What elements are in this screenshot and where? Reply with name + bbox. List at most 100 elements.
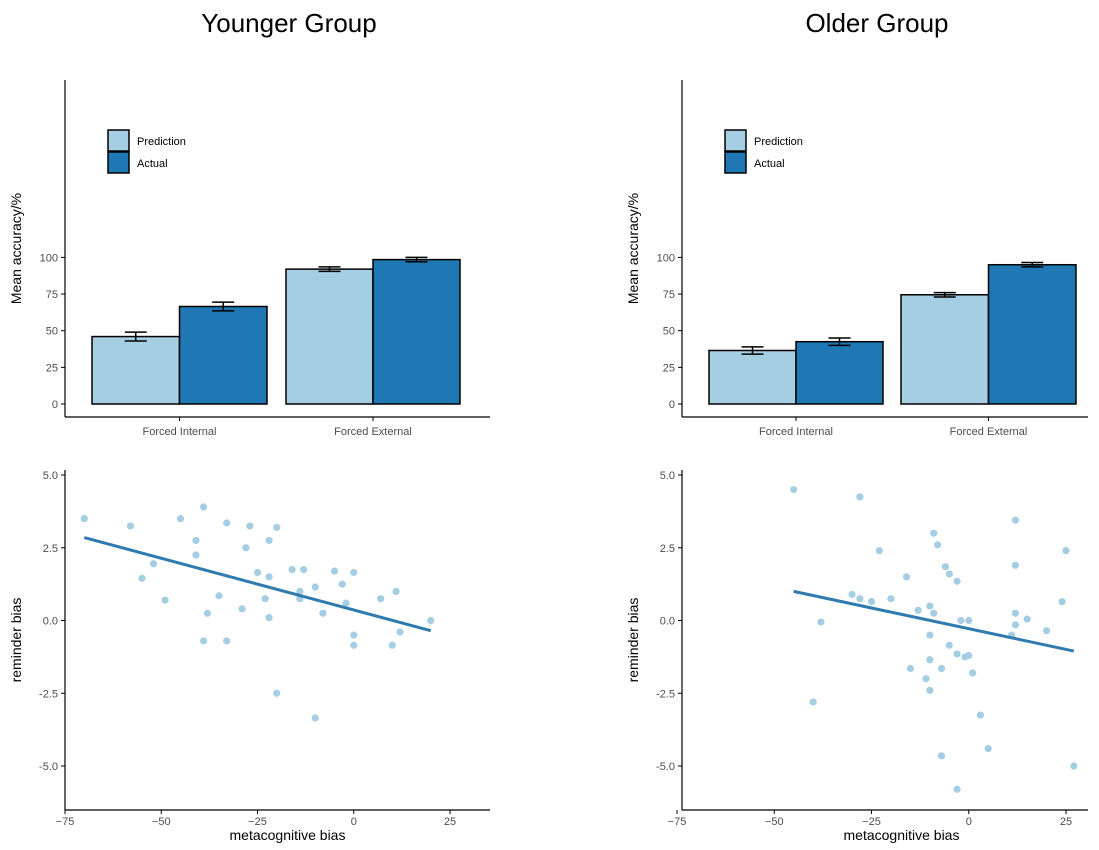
y-tick-label: 50 [46,326,58,338]
y-tick-label: 2.5 [660,543,675,555]
data-point [926,631,934,639]
data-point [296,587,304,596]
legend-label-prediction: Prediction [754,136,803,148]
regression-line [83,536,432,633]
x-tick-label: −50 [152,816,171,828]
y-tick-label: -5.0 [656,761,675,773]
data-point [161,596,169,604]
data-point [388,641,396,649]
data-point [311,714,319,722]
y-tick-label: -2.5 [39,688,58,700]
data-point [1023,615,1031,623]
data-point [200,637,208,645]
data-point [223,637,231,645]
y-tick-label: 75 [663,289,675,301]
y-tick-label: -2.5 [656,688,675,700]
x-tick-label: 25 [1060,816,1072,828]
bar-prediction [91,335,181,405]
legend-swatch-actual [724,151,747,174]
data-point [392,587,400,596]
data-point [809,698,817,706]
y-tick-label: 5.0 [660,470,675,482]
x-tick-label: 25 [444,816,456,828]
data-point [1011,516,1020,524]
data-point [930,609,938,617]
data-point [969,669,977,677]
data-point [350,568,358,577]
data-point [937,752,946,760]
data-point [856,595,864,603]
data-point [350,631,358,639]
data-point [1011,609,1020,617]
data-point [176,515,185,523]
data-point [149,560,158,568]
data-point [914,606,922,614]
bar-prediction [285,268,374,405]
data-point [965,651,973,660]
older-bar-chart: 0 25 50 75 100 Mean accuracy/% Forced Internal… [625,80,1088,438]
data-point [273,523,281,531]
data-point [887,595,895,603]
data-point [926,602,934,610]
title-older-group: Older Group [805,8,948,38]
legend-swatch-actual [107,151,130,174]
data-point [138,574,146,582]
younger-bar-chart: 0 25 50 75 100 Mean accuracy/% Forced Internal… [8,80,490,438]
data-point [377,595,385,603]
data-point [396,628,404,636]
bar-actual [795,340,884,405]
data-point [300,565,308,574]
data-point [953,577,961,585]
data-point [930,529,938,537]
older-scatter-plot: -5.0 -2.5 0.0 2.5 5.0 −75 −50 −25 0 25 reminder bi… [625,470,1088,843]
data-point [906,664,915,673]
bar-actual [372,258,461,405]
data-point [945,570,953,578]
data-point [253,568,262,577]
data-point [192,536,200,545]
y-tick-label: 100 [657,252,675,264]
data-point [922,675,930,683]
data-point [1011,561,1020,569]
data-point [790,485,798,494]
legend-label-actual: Actual [754,158,785,170]
x-tick-label: −75 [56,816,75,828]
legend-swatch-prediction [724,129,747,152]
x-category-label: Forced Internal [143,426,217,438]
x-tick-label: 0 [966,816,972,828]
data-point [856,493,864,501]
y-tick-label: 5.0 [43,470,58,482]
x-axis-label: metacognitive bias [844,827,960,843]
data-point [965,616,973,625]
data-point [1011,621,1020,629]
data-point [1042,627,1051,635]
younger-scatter-plot: -5.0 -2.5 0.0 2.5 5.0 −75 −50 −25 0 25 reminder bi… [8,470,490,843]
x-tick-label: −75 [668,816,687,828]
data-point [265,573,273,581]
y-tick-label: 100 [40,252,58,264]
y-tick-label: -5.0 [39,761,58,773]
data-point [867,597,876,606]
data-point [80,515,88,523]
data-point [926,686,934,694]
y-tick-label: 0 [669,399,675,411]
y-tick-label: 75 [46,289,58,301]
x-tick-label: −25 [862,816,881,828]
data-point [200,503,208,511]
legend-swatch-prediction [107,129,130,152]
bar-prediction [900,294,990,405]
data-point [1070,762,1078,770]
data-point [427,616,435,625]
y-tick-label: 50 [663,326,675,338]
data-point [192,551,200,559]
data-point [941,563,950,571]
data-point [126,522,135,530]
data-point [215,592,223,600]
data-point [330,567,339,575]
title-younger-group: Younger Group [201,8,376,38]
x-category-label: Forced External [334,426,412,438]
regression-line [793,589,1075,653]
data-point [848,590,856,598]
y-axis-label: reminder bias [8,598,24,683]
